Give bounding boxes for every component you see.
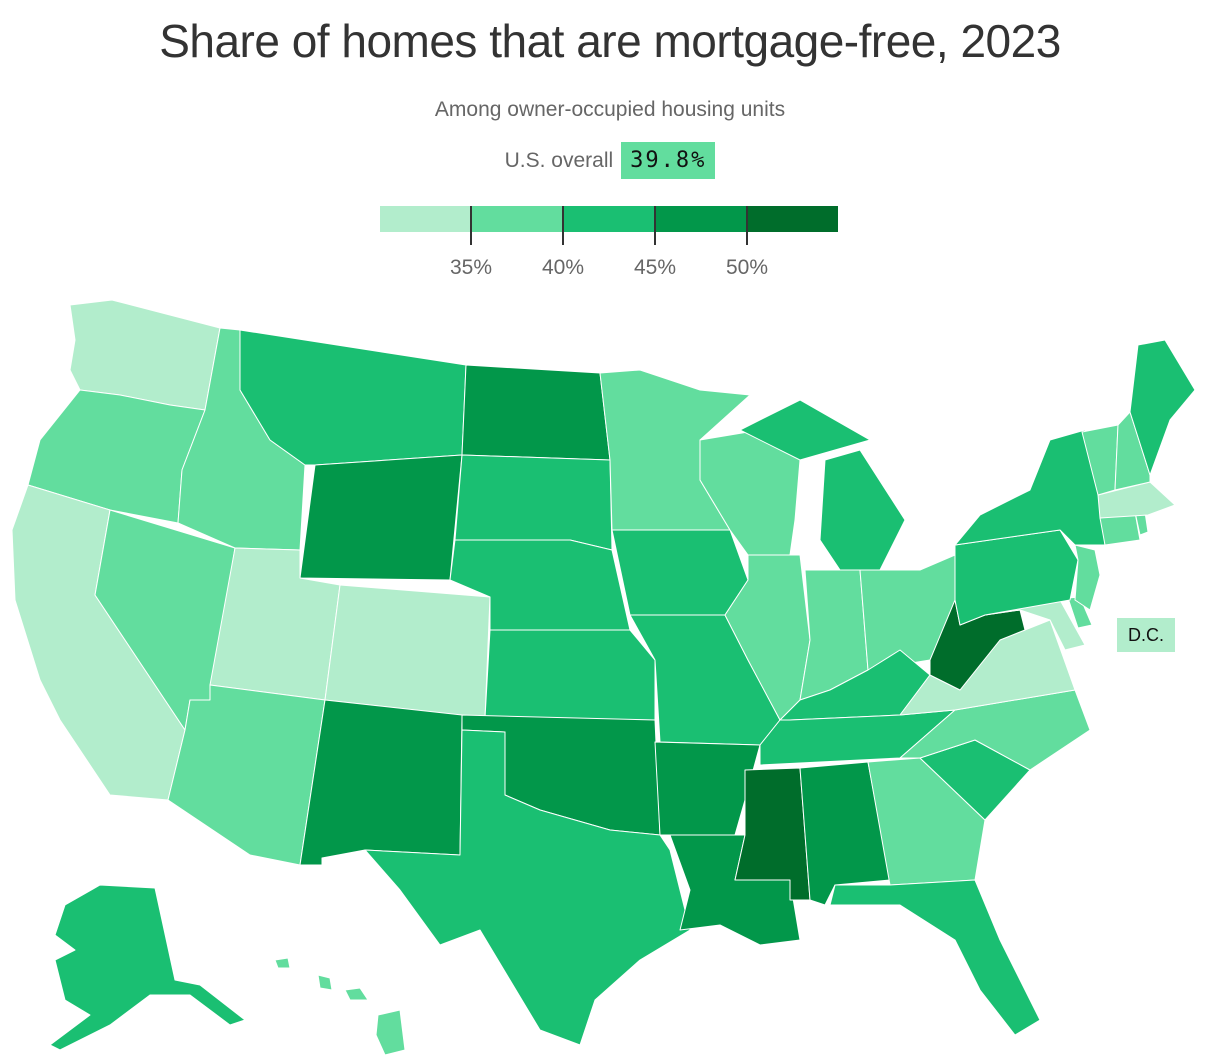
legend-bin-3: [563, 206, 655, 232]
legend-tick: [470, 206, 472, 245]
legend-label: 40%: [541, 256, 585, 279]
state-nd[interactable]: [461, 364, 611, 461]
state-co[interactable]: [324, 584, 491, 719]
legend-label: 45%: [633, 256, 677, 279]
us-overall-value: 39.8%: [621, 142, 716, 179]
state-ar[interactable]: [654, 741, 761, 836]
legend-bin-4: [654, 206, 747, 232]
us-overall-label: U.S. overall: [504, 148, 614, 172]
state-ny[interactable]: [954, 429, 1106, 546]
us-overall: U.S. overall 39.8%: [0, 142, 1220, 179]
state-tx[interactable]: [364, 729, 691, 1046]
state-ks[interactable]: [484, 629, 656, 721]
state-sd[interactable]: [454, 454, 613, 551]
state-nm[interactable]: [299, 699, 463, 866]
state-nj[interactable]: [1074, 544, 1101, 611]
legend-label: 50%: [725, 256, 769, 279]
state-ms[interactable]: [734, 767, 811, 901]
state-az[interactable]: [167, 684, 326, 866]
chart-subtitle: Among owner-occupied housing units: [434, 98, 786, 121]
legend-tick: [746, 206, 748, 245]
chart-title: Share of homes that are mortgage-free, 2…: [159, 15, 1061, 67]
legend-tick: [654, 206, 656, 245]
state-ak[interactable]: [49, 884, 246, 1051]
us-map: [11, 299, 1196, 1056]
state-wy[interactable]: [299, 454, 463, 581]
legend-tick: [562, 206, 564, 245]
state-hi[interactable]: [274, 957, 406, 1056]
state-ia[interactable]: [611, 529, 749, 616]
state-nh[interactable]: [1114, 411, 1151, 491]
legend-bin-1: [380, 206, 472, 232]
dc-label: D.C.: [1117, 618, 1175, 652]
legend-label: 35%: [449, 256, 493, 279]
state-me[interactable]: [1129, 339, 1196, 476]
color-legend: [380, 206, 838, 232]
legend-bin-2: [471, 206, 564, 232]
state-fl[interactable]: [829, 879, 1041, 1036]
state-pa[interactable]: [954, 529, 1079, 626]
state-ga[interactable]: [867, 757, 986, 886]
legend-bin-5: [746, 206, 838, 232]
